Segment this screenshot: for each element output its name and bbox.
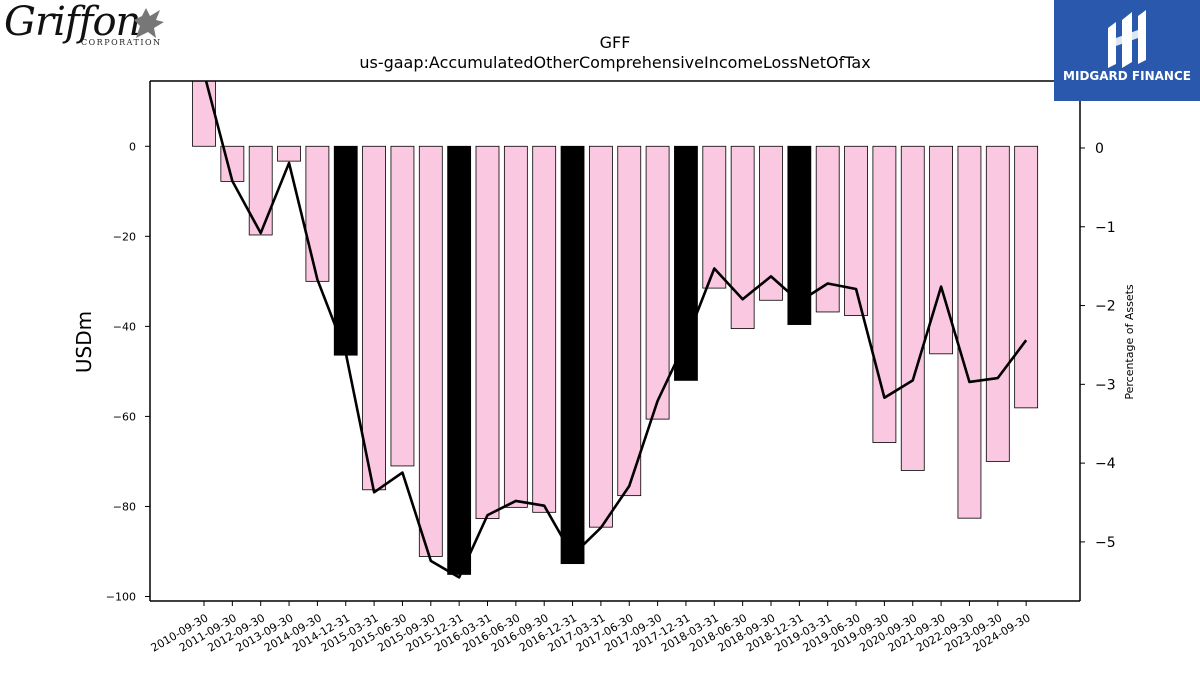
chart-subtitle: us-gaap:AccumulatedOtherComprehensiveInc… <box>359 53 870 72</box>
midgard-finance-name: MIDGARD FINANCE <box>1063 69 1191 83</box>
bar-2016-12-31 <box>560 145 585 565</box>
bar-2020-09-30 <box>900 145 925 471</box>
bar-2017-09-30 <box>645 145 670 420</box>
bar-2015-09-30 <box>418 145 443 557</box>
bar-2017-12-31 <box>674 145 698 381</box>
midgard-emblem-icon <box>1108 10 1146 68</box>
y-tick-label: −80 <box>113 500 136 513</box>
bar-2013-09-30 <box>277 145 301 162</box>
bar-2018-03-31 <box>702 145 727 289</box>
axes <box>149 80 1081 602</box>
bar-2024-09-30 <box>1014 145 1039 409</box>
y2-tick-label: −4 <box>1095 456 1116 472</box>
bar-2015-12-31 <box>447 145 472 575</box>
griffon-logo-sub: CORPORATION <box>81 38 162 47</box>
bar-2019-03-31 <box>815 145 840 313</box>
bar-2016-06-30 <box>503 145 528 508</box>
midgard-finance-logo: MIDGARD FINANCE <box>1054 0 1200 101</box>
percentage-line <box>204 81 1028 579</box>
y-tick-label: 0 <box>129 140 136 153</box>
bar-2017-03-31 <box>589 145 613 528</box>
chart-title: GFF <box>600 33 631 52</box>
griffin-emblem-icon <box>134 8 164 38</box>
y2-tick-label: 0 <box>1095 141 1104 157</box>
bar-2012-09-30 <box>248 145 273 236</box>
bar-2015-03-31 <box>362 145 387 491</box>
y-tick-label: −100 <box>106 590 136 603</box>
bar-2016-03-31 <box>475 145 500 520</box>
bar-2017-06-30 <box>617 145 642 497</box>
bar-2023-09-30 <box>985 145 1010 462</box>
y-tick-label: −60 <box>113 410 136 423</box>
bar-2022-09-30 <box>957 145 982 519</box>
bar-2021-09-30 <box>929 145 953 355</box>
bar-2015-06-30 <box>390 145 415 467</box>
bar-2018-06-30 <box>730 145 755 330</box>
bar-layer <box>192 81 1039 575</box>
bar-2019-09-30 <box>872 145 897 443</box>
bar-2010-09-30 <box>192 81 216 147</box>
bar-2018-12-31 <box>787 145 812 325</box>
y-tick-label: −40 <box>113 320 136 333</box>
y2-axis-label: Percentage of Assets <box>1123 284 1136 400</box>
y-axis-label: USDm <box>72 311 96 373</box>
y-tick-label: −20 <box>113 230 136 243</box>
line-layer <box>204 81 1028 579</box>
y2-tick-label: −2 <box>1095 299 1116 315</box>
bar-2016-09-30 <box>532 145 557 513</box>
bar-2014-12-31 <box>333 145 358 356</box>
bar-2014-09-30 <box>305 145 330 282</box>
griffon-logo-word: Griffon <box>4 0 141 45</box>
y2-tick-label: −5 <box>1095 535 1116 551</box>
y2-tick-label: −1 <box>1095 220 1116 236</box>
bar-2019-06-30 <box>844 145 868 316</box>
griffon-logo: Griffon CORPORATION <box>4 2 169 48</box>
bar-2018-09-30 <box>759 145 783 301</box>
y2-tick-label: −3 <box>1095 377 1116 393</box>
